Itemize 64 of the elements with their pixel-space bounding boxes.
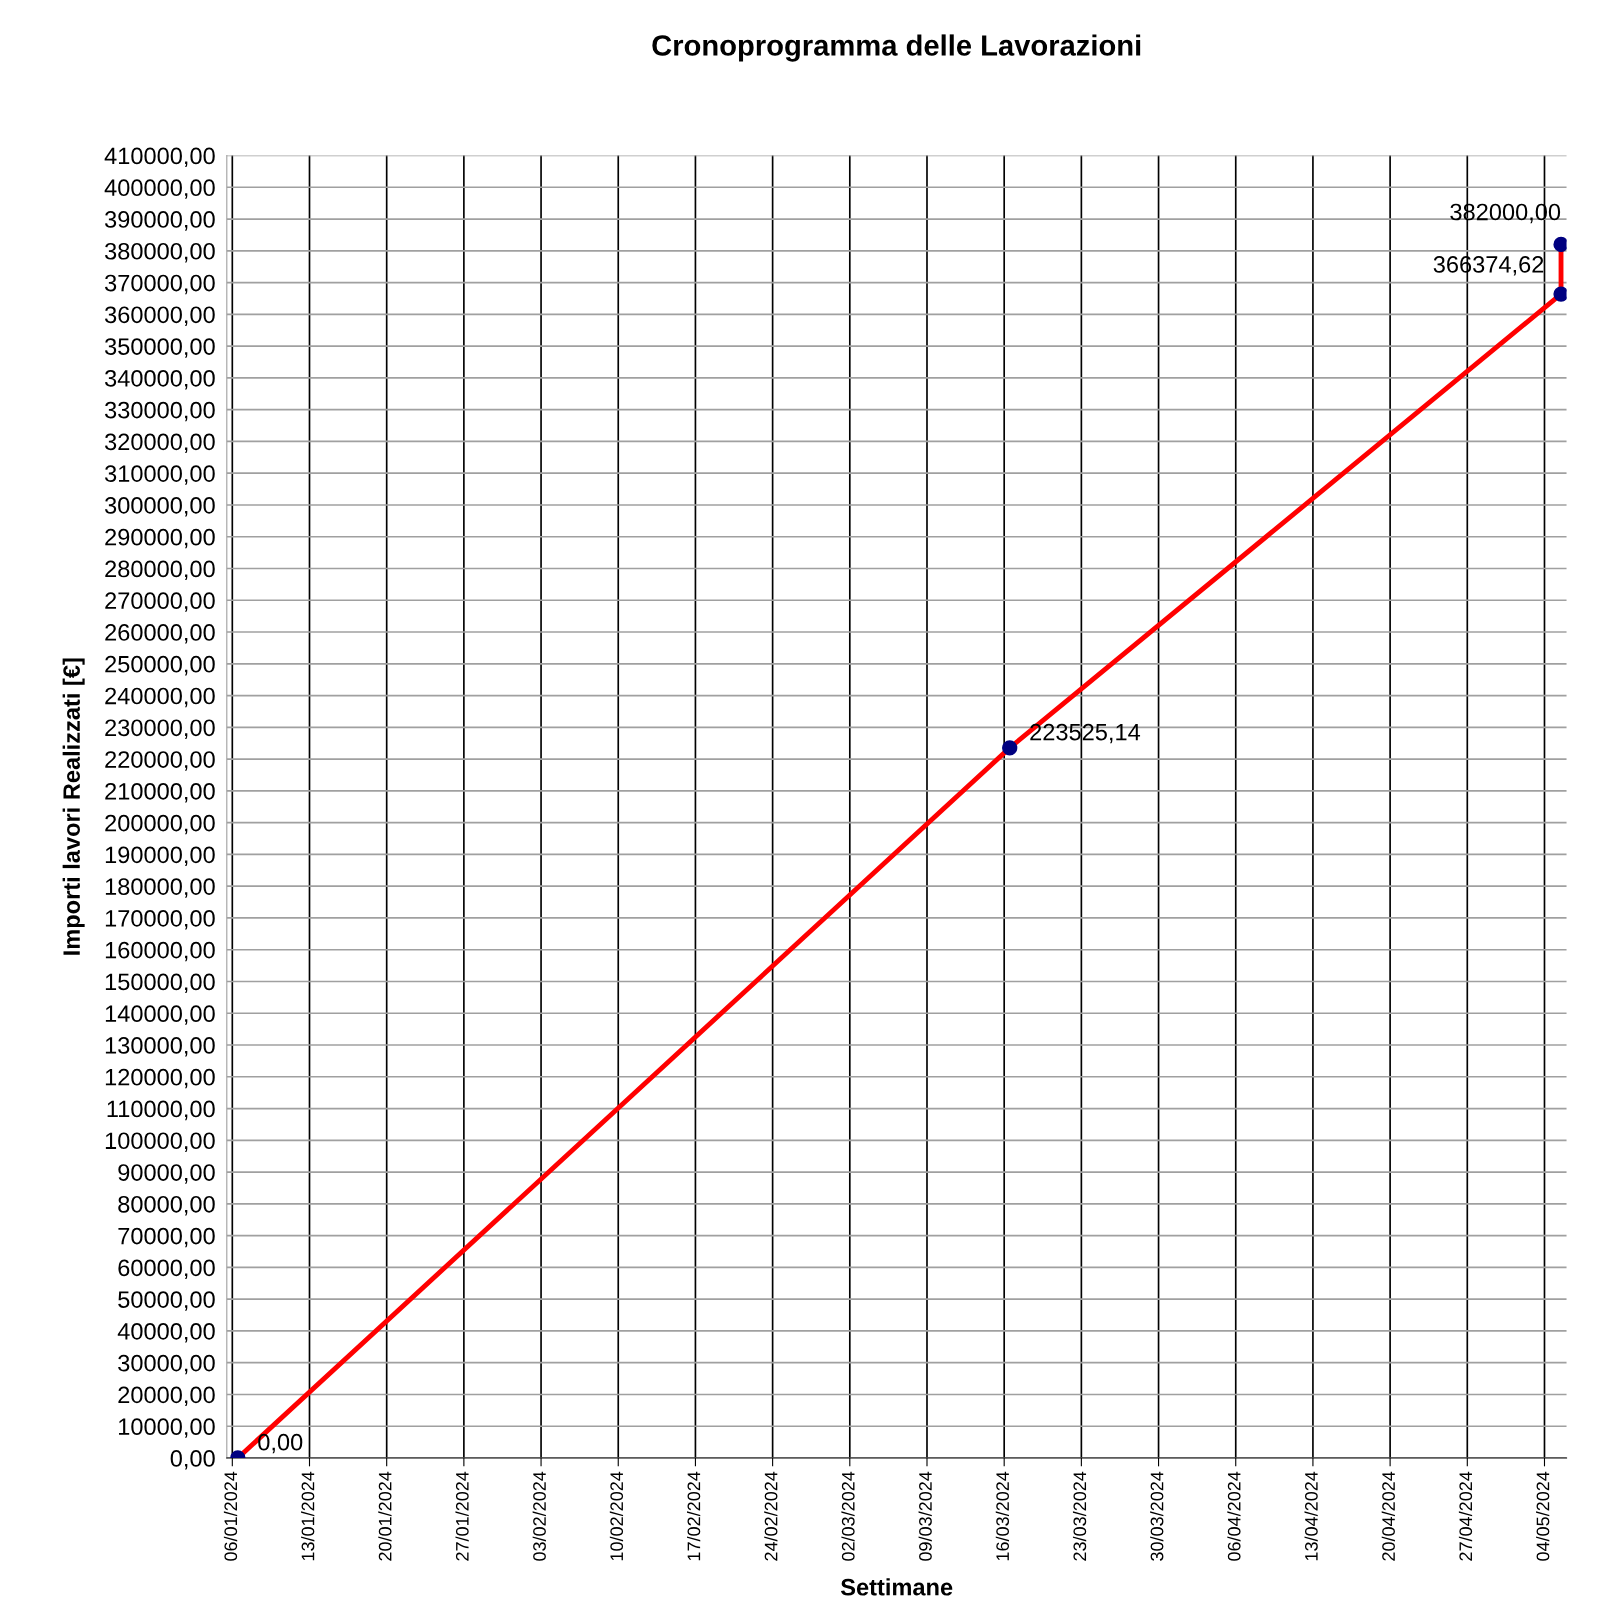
y-tick-label: 160000,00 — [105, 941, 215, 962]
y-tick-label: 390000,00 — [104, 211, 215, 231]
y-tick-label: 380000,00 — [104, 242, 215, 263]
x-tick-label: 23/03/2024 — [1072, 1471, 1087, 1561]
x-tick-label: 10/02/2024 — [609, 1471, 624, 1561]
y-tick-label: 60000,00 — [118, 1259, 215, 1279]
y-tick-label: 70000,00 — [118, 1227, 215, 1248]
y-tick-label: 100000,00 — [105, 1132, 215, 1152]
x-tick-label: 06/01/2024 — [223, 1471, 238, 1561]
y-tick-label: 130000,00 — [105, 1037, 215, 1057]
chart-title: Cronoprogramma delle Lavorazioni — [652, 34, 1141, 62]
y-tick-label: 270000,00 — [105, 592, 215, 612]
y-tick-label: 300000,00 — [104, 497, 215, 517]
y-axis-title: Importi lavori Realizzati [€] — [62, 658, 85, 955]
y-tick-label: 240000,00 — [105, 687, 215, 708]
y-tick-label: 20000,00 — [118, 1386, 215, 1407]
y-tick-label: 80000,00 — [118, 1195, 215, 1216]
y-tick-label: 290000,00 — [105, 528, 215, 549]
x-tick-label: 06/04/2024 — [1227, 1471, 1241, 1561]
y-tick-label: 220000,00 — [105, 751, 215, 771]
y-tick-label: 0,00 — [170, 1450, 215, 1470]
x-tick-label: 27/01/2024 — [455, 1471, 469, 1561]
y-tick-label: 180000,00 — [105, 878, 215, 898]
y-tick-label: 210000,00 — [105, 782, 215, 803]
y-tick-label: 360000,00 — [104, 306, 215, 326]
data-label: 0,00 — [258, 1433, 303, 1454]
y-tick-label: 280000,00 — [105, 560, 215, 581]
x-tick-label: 24/02/2024 — [764, 1471, 778, 1561]
x-tick-label: 03/02/2024 — [532, 1471, 546, 1561]
x-tick-label: 04/05/2024 — [1536, 1471, 1550, 1561]
y-tick-label: 370000,00 — [104, 274, 215, 295]
y-tick-label: 340000,00 — [104, 369, 215, 390]
y-tick-label: 40000,00 — [117, 1323, 215, 1343]
y-tick-label: 10000,00 — [119, 1418, 215, 1438]
y-tick-label: 330000,00 — [104, 401, 215, 422]
y-tick-label: 30000,00 — [118, 1354, 215, 1375]
y-tick-label: 230000,00 — [105, 719, 215, 739]
y-tick-label: 400000,00 — [104, 179, 215, 199]
y-tick-label: 150000,00 — [105, 973, 215, 994]
x-tick-label: 02/03/2024 — [841, 1471, 855, 1561]
y-tick-label: 320000,00 — [104, 433, 215, 454]
y-tick-label: 310000,00 — [104, 465, 215, 485]
y-tick-label: 110000,00 — [107, 1100, 215, 1121]
y-tick-label: 120000,00 — [105, 1068, 215, 1089]
x-tick-label: 13/01/2024 — [301, 1471, 315, 1561]
y-tick-label: 350000,00 — [104, 338, 215, 358]
y-tick-label: 90000,00 — [118, 1164, 215, 1184]
x-tick-label: 20/04/2024 — [1381, 1471, 1395, 1561]
y-tick-label: 140000,00 — [105, 1005, 215, 1025]
y-tick-label: 250000,00 — [105, 655, 215, 676]
x-axis-title: Settimane — [840, 1578, 953, 1596]
x-tick-label: 17/02/2024 — [687, 1471, 701, 1561]
y-tick-label: 50000,00 — [118, 1291, 215, 1311]
x-tick-label: 16/03/2024 — [995, 1471, 1010, 1561]
x-tick-label: 27/04/2024 — [1458, 1471, 1473, 1561]
y-tick-label: 200000,00 — [105, 814, 215, 835]
y-tick-label: 260000,00 — [105, 624, 215, 644]
x-tick-label: 30/03/2024 — [1150, 1471, 1164, 1561]
x-tick-label: 09/03/2024 — [918, 1471, 932, 1561]
y-tick-label: 190000,00 — [105, 846, 215, 866]
x-tick-label: 20/01/2024 — [378, 1471, 392, 1561]
y-tick-label: 410000,00 — [104, 147, 215, 168]
x-tick-label: 13/04/2024 — [1304, 1471, 1318, 1561]
y-tick-label: 170000,00 — [105, 910, 215, 930]
